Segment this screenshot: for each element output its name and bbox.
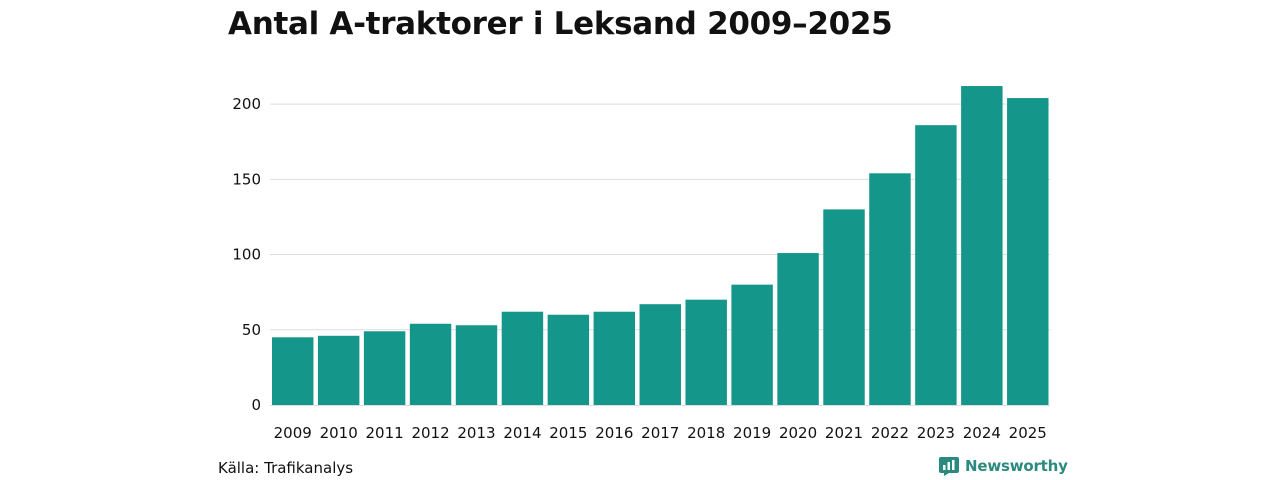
bar-2012[interactable]: [409, 323, 452, 405]
x-tick-label: 2019: [733, 424, 771, 442]
x-tick-label: 2016: [595, 424, 633, 442]
x-tick-label: 2020: [779, 424, 817, 442]
chart-title: Antal A-traktorer i Leksand 2009–2025: [228, 6, 893, 42]
y-tick-label: 200: [232, 95, 261, 113]
x-tick-label: 2012: [411, 424, 449, 442]
x-tick-label: 2010: [320, 424, 358, 442]
x-tick-label: 2013: [457, 424, 495, 442]
x-tick-label: 2014: [503, 424, 541, 442]
bar-2022[interactable]: [869, 173, 911, 405]
brand-name: Newsworthy: [965, 457, 1068, 475]
bar-2017[interactable]: [639, 304, 681, 405]
bar-2010[interactable]: [317, 335, 360, 405]
y-axis-ticks: 0 50 100 150 200: [232, 95, 261, 414]
x-tick-label: 2009: [274, 424, 312, 442]
x-tick-label: 2015: [549, 424, 587, 442]
x-tick-label: 2021: [825, 424, 863, 442]
x-tick-label: 2023: [917, 424, 955, 442]
bar-2024[interactable]: [961, 86, 1003, 406]
bar-2018[interactable]: [685, 299, 727, 405]
y-tick-label: 0: [251, 396, 261, 414]
y-tick-label: 100: [232, 246, 261, 264]
x-tick-label: 2024: [963, 424, 1001, 442]
bar-2019[interactable]: [731, 284, 773, 405]
x-tick-label: 2018: [687, 424, 725, 442]
newsworthy-icon: [939, 457, 959, 476]
bar-2023[interactable]: [915, 125, 957, 405]
bar-2021[interactable]: [823, 209, 865, 405]
source-note: Källa: Trafikanalys: [218, 459, 354, 477]
x-tick-label: 2011: [366, 424, 404, 442]
bar-2015[interactable]: [547, 314, 590, 405]
x-tick-label: 2022: [871, 424, 909, 442]
bar-2014[interactable]: [501, 311, 544, 405]
bar-2011[interactable]: [363, 331, 406, 405]
bar-2016[interactable]: [593, 311, 636, 405]
bar-2020[interactable]: [777, 253, 819, 405]
y-tick-label: 50: [242, 321, 261, 339]
bars: [272, 86, 1049, 406]
bar-2025[interactable]: [1007, 98, 1049, 405]
x-tick-label: 2025: [1009, 424, 1047, 442]
brand-logo[interactable]: Newsworthy: [938, 455, 1068, 477]
x-tick-label: 2017: [641, 424, 679, 442]
x-axis-ticks: 2009 2010 2011 2012 2013 2014 2015 2016 2017 2018…: [274, 424, 1047, 442]
bar-2009[interactable]: [272, 337, 314, 405]
bar-2013[interactable]: [455, 325, 498, 405]
y-tick-label: 150: [232, 170, 261, 188]
